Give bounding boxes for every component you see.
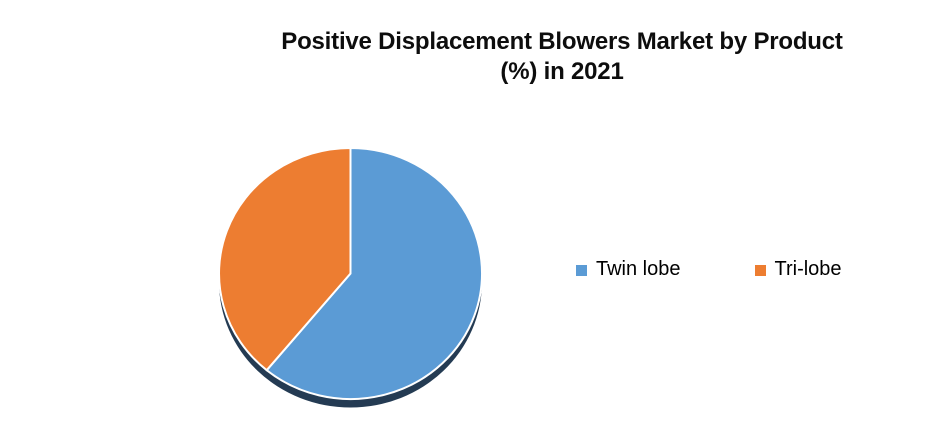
legend-marker-tri-lobe-icon <box>754 264 766 276</box>
legend: Twin lobe Tri-lobe <box>576 257 842 281</box>
pie-slice-tri-lobe <box>218 147 352 372</box>
legend-item-twin-lobe: Twin lobe <box>576 257 681 281</box>
chart-title-line1: Positive Displacement Blowers Market by … <box>281 28 843 55</box>
legend-label-tri-lobe: Tri-lobe <box>774 258 842 280</box>
legend-label-twin-lobe: Twin lobe <box>596 258 681 280</box>
legend-marker-twin-lobe-icon <box>576 264 587 276</box>
pie-slice-twin-lobe <box>265 147 483 400</box>
chart-title: Positive Displacement Blowers Market by … <box>184 27 940 87</box>
legend-item-tri-lobe: Tri-lobe <box>754 257 842 281</box>
chart-title-line2: (%) in 2021 <box>500 58 624 85</box>
